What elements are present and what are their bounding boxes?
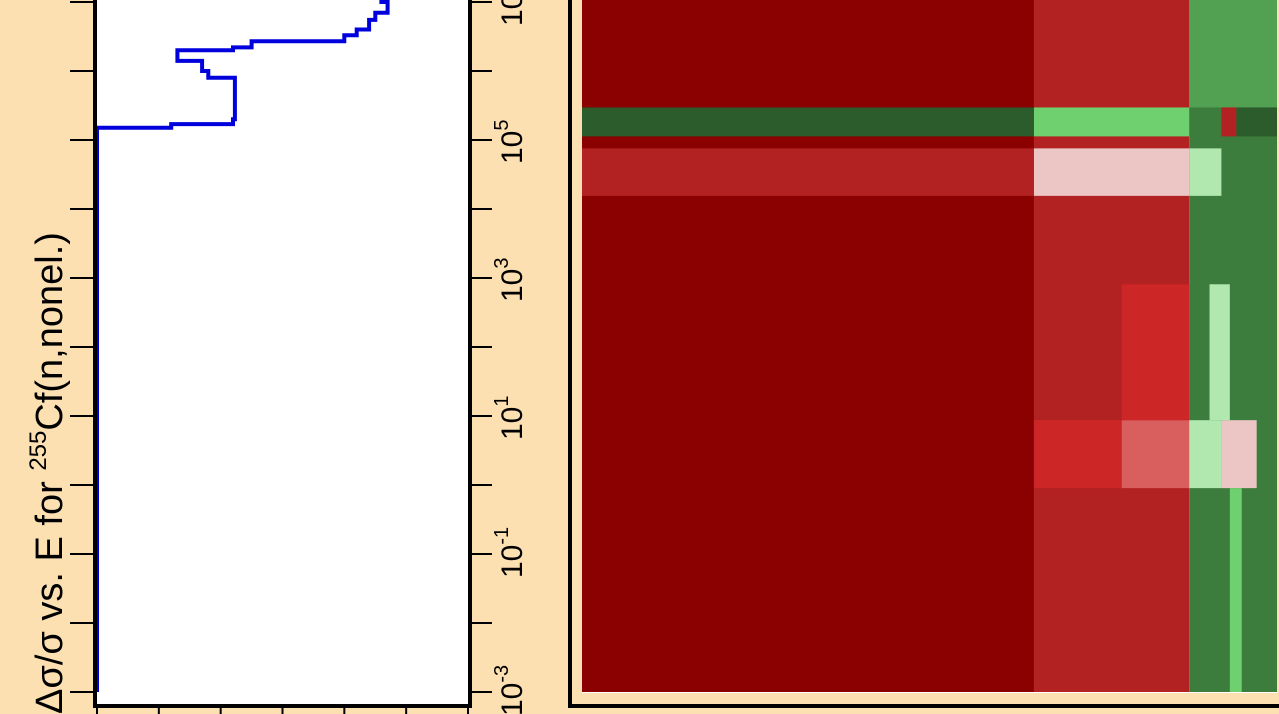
heatmap-cell [1033, 420, 1122, 489]
uncertainty-curve-group [95, 0, 390, 692]
heatmap-cell [582, 0, 1034, 116]
heatmap-cell [1229, 488, 1242, 692]
energy-tick-base: 10 [496, 269, 529, 302]
energy-tick-labels: 10710510310110-110-3 [491, 0, 529, 714]
energy-tick-label: 103 [491, 258, 529, 303]
energy-tick-label: 105 [491, 120, 529, 165]
energy-tick-exponent: 5 [491, 120, 513, 131]
heatmap-cell [1121, 284, 1190, 421]
heatmap-cell [1209, 284, 1230, 421]
energy-tick-base: 10 [496, 545, 529, 578]
heatmap-cell [1221, 107, 1237, 137]
heatmap-cell [1221, 420, 1257, 489]
heatmap-cell [1189, 420, 1222, 489]
uncertainty-plot-background [95, 0, 472, 708]
y-axis-label-superscript: 255 [25, 431, 52, 471]
y-axis-label: Δσ/σ vs. E for 255Cf(n,nonel.) [25, 232, 71, 714]
heatmap-cell [1189, 148, 1222, 196]
energy-tick-label: 101 [491, 396, 529, 441]
energy-tick-exponent: -3 [491, 665, 513, 683]
heatmap-cell [1033, 148, 1190, 196]
heatmap-cell [1189, 0, 1277, 108]
energy-tick-base: 10 [496, 0, 529, 26]
energy-tick-label: 107 [491, 0, 529, 26]
heatmap-cell [582, 107, 1034, 137]
energy-tick-exponent: 3 [491, 258, 513, 269]
uncertainty-plot: 10710510310110-110-3 [70, 0, 529, 714]
heatmap-cell [1236, 107, 1277, 137]
energy-tick-exponent: 1 [491, 396, 513, 407]
heatmap-cell [1121, 420, 1190, 489]
uncertainty-curve [95, 0, 390, 692]
heatmap-cell [1033, 107, 1190, 137]
heatmap-cells [582, 0, 1277, 692]
correlation-heatmap [568, 0, 1279, 708]
uncertainty-plot-ticks [70, 1, 492, 714]
energy-tick-label: 10-3 [491, 665, 529, 714]
energy-tick-label: 10-1 [491, 527, 529, 578]
y-axis-label-prefix: Δσ/σ vs. E for [29, 471, 71, 714]
heatmap-cell [582, 115, 1034, 692]
energy-tick-exponent: -1 [491, 527, 513, 545]
energy-tick-base: 10 [496, 683, 529, 714]
heatmap-cell [582, 148, 1034, 196]
y-axis-label-suffix: Cf(n,nonel.) [29, 232, 71, 431]
energy-tick-base: 10 [496, 131, 529, 164]
energy-tick-base: 10 [496, 407, 529, 440]
